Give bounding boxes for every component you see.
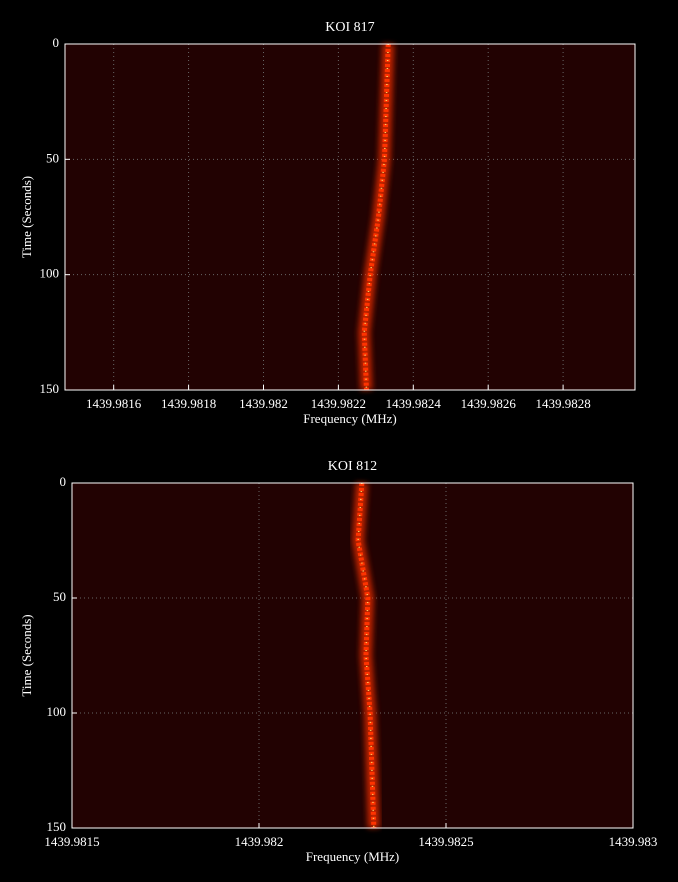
x-tick-label: 1439.982	[239, 396, 288, 411]
y-axis-label: Time (Seconds)	[19, 176, 34, 258]
plot-frame	[71, 482, 634, 829]
x-tick-label: 1439.9825	[418, 834, 473, 849]
plot-background	[65, 44, 635, 390]
y-axis-label: Time (Seconds)	[19, 614, 34, 696]
chart-title: KOI 817	[325, 20, 374, 35]
x-tick-label: 1439.983	[609, 834, 658, 849]
y-tick-label: 100	[47, 704, 67, 719]
y-tick-label: 100	[40, 266, 60, 281]
signal-track	[355, 482, 377, 829]
plot-frame	[64, 43, 636, 391]
chart-title: KOI 812	[328, 459, 377, 474]
y-tick-label: 50	[46, 150, 59, 165]
x-tick-label: 1439.9828	[535, 396, 590, 411]
x-tick-label: 1439.9816	[86, 396, 142, 411]
x-tick-label: 1439.9815	[44, 834, 99, 849]
x-tick-label: 1439.9822	[311, 396, 366, 411]
y-tick-label: 150	[47, 819, 67, 834]
signal-track	[361, 43, 391, 391]
y-tick-label: 150	[40, 381, 60, 396]
x-tick-label: 1439.9818	[161, 396, 216, 411]
y-tick-label: 0	[60, 474, 67, 489]
signal-core	[357, 482, 375, 829]
x-axis-label: Frequency (MHz)	[306, 849, 400, 864]
x-tick-label: 1439.982	[235, 834, 284, 849]
x-axis-label: Frequency (MHz)	[303, 411, 397, 426]
y-tick-label: 50	[53, 589, 66, 604]
x-tick-label: 1439.9824	[386, 396, 442, 411]
x-tick-label: 1439.9826	[461, 396, 517, 411]
y-tick-label: 0	[53, 35, 60, 50]
